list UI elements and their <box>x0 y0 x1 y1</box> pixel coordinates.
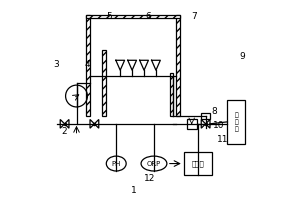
Text: ORP: ORP <box>147 161 161 167</box>
Text: 3: 3 <box>54 60 59 69</box>
Text: 9: 9 <box>239 52 245 61</box>
Text: 10: 10 <box>213 121 224 130</box>
Text: 12: 12 <box>144 174 156 183</box>
Text: 药
剂
箱: 药 剂 箱 <box>235 112 238 132</box>
Bar <box>184 152 212 175</box>
Bar <box>227 100 245 144</box>
Bar <box>201 113 210 119</box>
Text: 5: 5 <box>106 12 112 21</box>
Bar <box>176 15 180 116</box>
Text: 2: 2 <box>62 127 68 136</box>
Text: 4: 4 <box>85 60 90 69</box>
Text: 7: 7 <box>191 12 197 21</box>
Text: 1: 1 <box>131 186 137 195</box>
Bar <box>86 15 90 116</box>
Bar <box>187 119 197 129</box>
Text: 6: 6 <box>145 12 151 21</box>
Text: 控制器: 控制器 <box>191 160 204 167</box>
Bar <box>102 50 106 116</box>
Bar <box>86 15 180 18</box>
Bar <box>170 73 173 116</box>
Text: 8: 8 <box>212 107 218 116</box>
Text: 11: 11 <box>217 135 228 144</box>
Text: PH: PH <box>112 161 121 167</box>
